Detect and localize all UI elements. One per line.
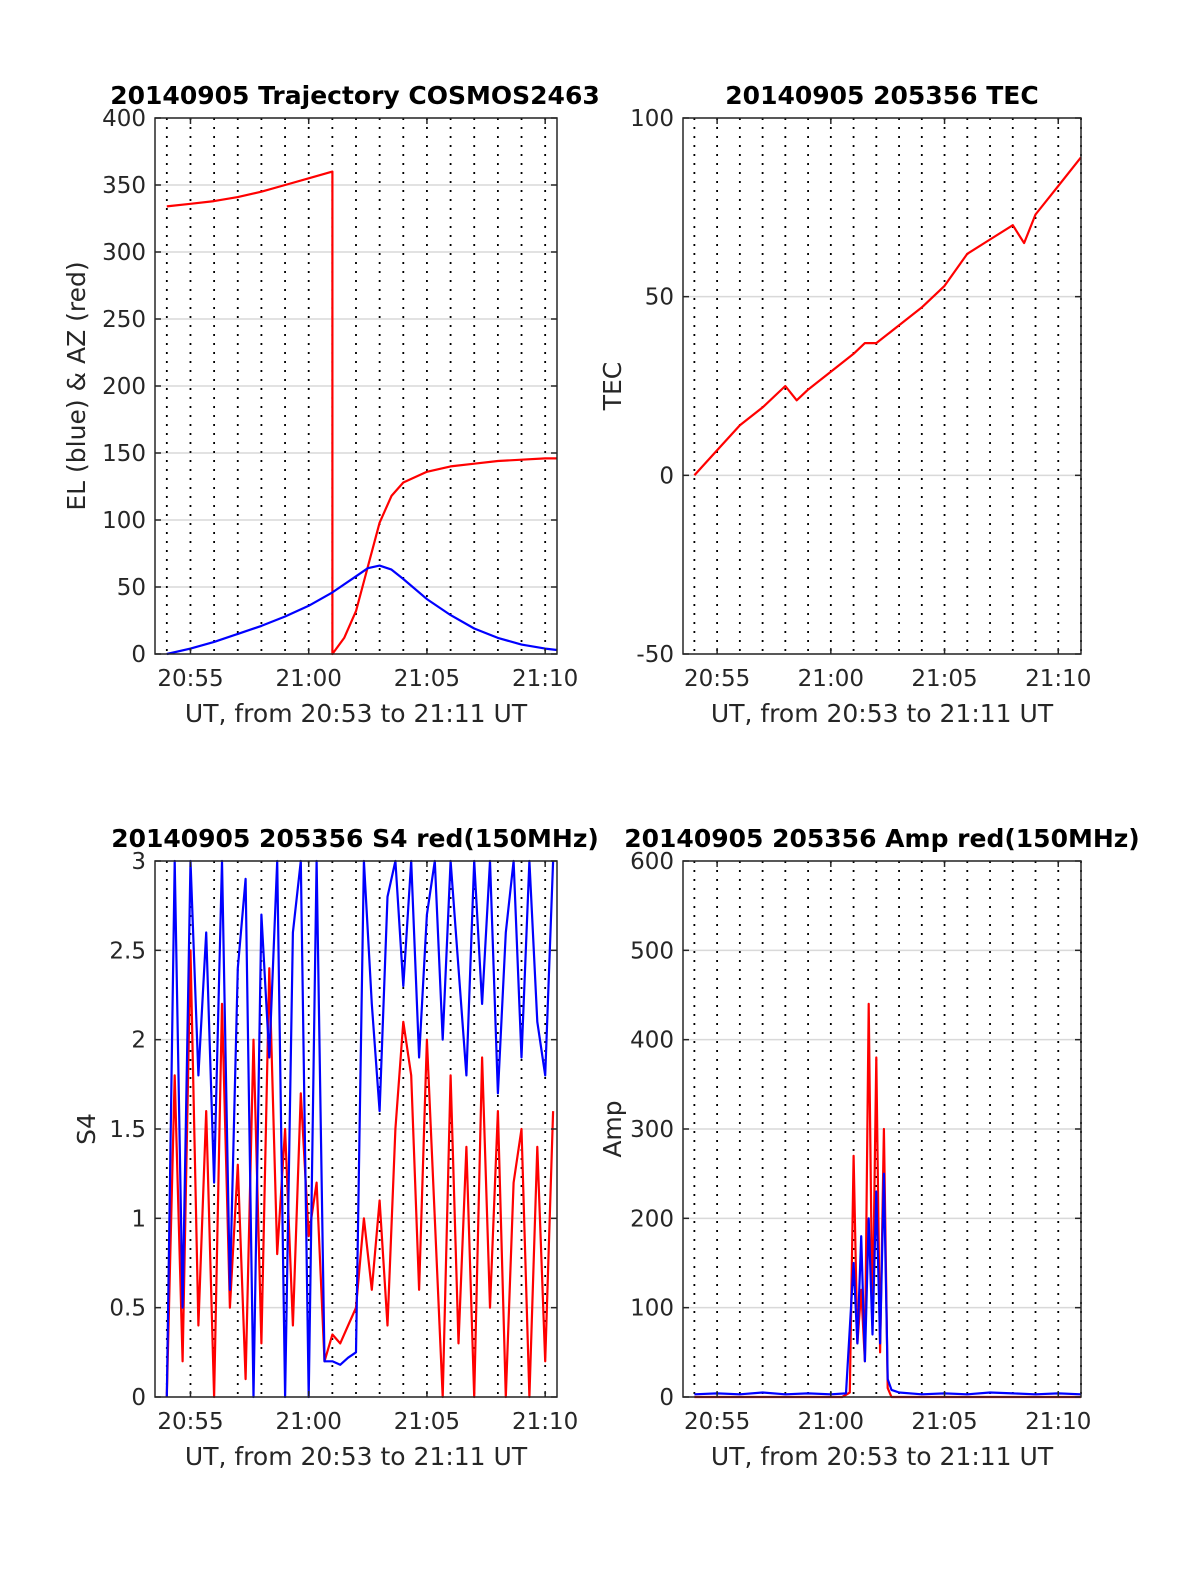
y-tick-label: 100 bbox=[630, 106, 674, 132]
series-line-0 bbox=[166, 170, 557, 656]
y-tick-label: 0 bbox=[659, 463, 674, 489]
y-tick-label: 300 bbox=[102, 240, 146, 266]
y-tick-label: 50 bbox=[117, 575, 146, 601]
y-tick-label: 0.5 bbox=[109, 1296, 146, 1322]
y-tick-label: 200 bbox=[630, 1206, 674, 1232]
y-tick-label: 0 bbox=[131, 642, 146, 668]
y-axis-label: EL (blue) & AZ (red) bbox=[62, 261, 91, 510]
y-tick-label: 400 bbox=[630, 1028, 674, 1054]
series-line-1 bbox=[166, 564, 558, 656]
y-tick-label: -50 bbox=[636, 642, 674, 668]
y-tick-label: 2 bbox=[131, 1028, 146, 1054]
x-tick-label: 21:10 bbox=[1025, 666, 1091, 692]
y-tick-label: 100 bbox=[102, 508, 146, 534]
x-tick-label: 21:00 bbox=[798, 666, 864, 692]
y-tick-label: 3 bbox=[131, 849, 146, 875]
x-tick-label: 20:55 bbox=[157, 666, 223, 692]
x-axis-label: UT, from 20:53 to 21:11 UT bbox=[185, 1442, 528, 1471]
chart-p3: 0 0.5 1 1.5 2 2.5 3 20:55 21:00 21:05 21:10 2014090… bbox=[72, 824, 599, 1471]
y-tick-label: 400 bbox=[102, 106, 146, 132]
x-tick-label: 21:05 bbox=[394, 1409, 460, 1435]
y-tick-label: 150 bbox=[102, 441, 146, 467]
y-tick-label: 200 bbox=[102, 374, 146, 400]
x-axis-label: UT, from 20:53 to 21:11 UT bbox=[185, 699, 528, 728]
chart-title: 20140905 205356 S4 red(150MHz) bbox=[111, 824, 599, 853]
y-axis-label: TEC bbox=[598, 362, 627, 412]
x-tick-label: 21:05 bbox=[911, 666, 977, 692]
y-tick-label: 50 bbox=[645, 285, 674, 311]
y-tick-label: 250 bbox=[102, 307, 146, 333]
y-tick-label: 600 bbox=[630, 849, 674, 875]
chart-p1: 0 50 100 150 200 250 300 350 400 20:55 21:00 21:05 2… bbox=[62, 81, 600, 728]
x-tick-label: 21:10 bbox=[512, 1409, 578, 1435]
y-tick-label: 300 bbox=[630, 1117, 674, 1143]
y-tick-label: 2.5 bbox=[109, 938, 146, 964]
chart-title: 20140905 Trajectory COSMOS2463 bbox=[110, 81, 600, 110]
x-tick-label: 21:00 bbox=[276, 1409, 342, 1435]
series-line-1 bbox=[165, 859, 555, 1399]
chart-p4: 0 100 200 300 400 500 600 20:55 21:00 21:05 21:10 2… bbox=[598, 824, 1140, 1471]
x-tick-label: 20:55 bbox=[157, 1409, 223, 1435]
axes-box bbox=[682, 117, 1082, 655]
x-tick-label: 21:05 bbox=[394, 666, 460, 692]
series-line-1 bbox=[694, 1172, 1082, 1396]
series-line-0 bbox=[693, 156, 1082, 477]
chart-p2: -50 0 50 100 20:55 21:00 21:05 21:10 20140905 20… bbox=[598, 81, 1091, 728]
x-axis-label: UT, from 20:53 to 21:11 UT bbox=[711, 1442, 1054, 1471]
x-tick-label: 21:05 bbox=[911, 1409, 977, 1435]
x-tick-label: 20:55 bbox=[684, 666, 750, 692]
series-line-0 bbox=[165, 949, 555, 1399]
y-axis-label: S4 bbox=[72, 1113, 101, 1145]
x-axis-label: UT, from 20:53 to 21:11 UT bbox=[711, 699, 1054, 728]
y-tick-label: 0 bbox=[131, 1385, 146, 1411]
chart-title: 20140905 205356 Amp red(150MHz) bbox=[624, 824, 1140, 853]
x-tick-label: 21:10 bbox=[512, 666, 578, 692]
y-tick-label: 1 bbox=[131, 1206, 146, 1232]
y-tick-label: 350 bbox=[102, 173, 146, 199]
y-tick-label: 1.5 bbox=[109, 1117, 146, 1143]
x-tick-label: 20:55 bbox=[684, 1409, 750, 1435]
y-tick-label: 100 bbox=[630, 1296, 674, 1322]
y-tick-label: 500 bbox=[630, 938, 674, 964]
chart-title: 20140905 205356 TEC bbox=[725, 81, 1038, 110]
y-axis-label: Amp bbox=[598, 1100, 627, 1157]
x-tick-label: 21:10 bbox=[1025, 1409, 1091, 1435]
x-tick-label: 21:00 bbox=[276, 666, 342, 692]
y-tick-label: 0 bbox=[659, 1385, 674, 1411]
x-tick-label: 21:00 bbox=[798, 1409, 864, 1435]
